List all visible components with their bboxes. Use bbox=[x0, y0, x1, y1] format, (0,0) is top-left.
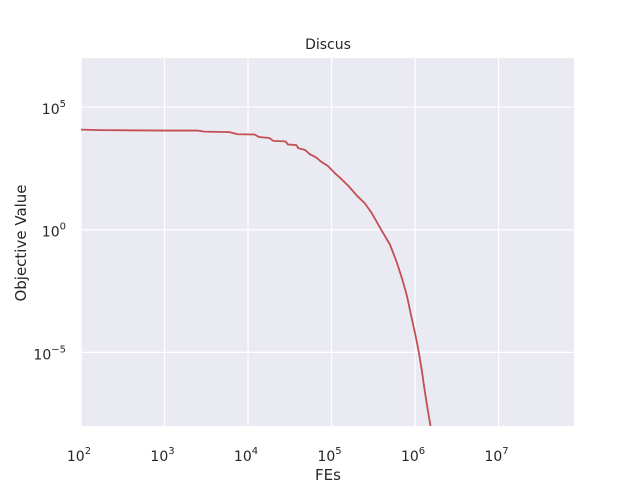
series-line bbox=[81, 128, 432, 426]
x-tick-label: 105 bbox=[317, 446, 341, 465]
y-tick-label: 10−5 bbox=[33, 344, 66, 363]
plot-background bbox=[81, 58, 574, 426]
y-tick-label: 105 bbox=[42, 99, 66, 118]
x-tick-label: 103 bbox=[150, 446, 174, 465]
chart-title: Discus bbox=[305, 37, 351, 53]
y-tick-label: 100 bbox=[42, 222, 66, 241]
series-layer bbox=[81, 128, 432, 426]
x-axis-label: FEs bbox=[315, 466, 341, 480]
x-tick-label: 107 bbox=[484, 446, 508, 465]
x-tick-label: 102 bbox=[67, 446, 91, 465]
x-tick-label: 106 bbox=[401, 446, 425, 465]
x-tick-labels: 102 103 104 105 106 107 bbox=[67, 446, 509, 465]
y-tick-labels: 105 100 10−5 bbox=[33, 99, 66, 363]
grid bbox=[80, 58, 574, 426]
y-axis-label: Objective Value bbox=[12, 184, 30, 301]
x-tick-label: 104 bbox=[234, 446, 258, 465]
